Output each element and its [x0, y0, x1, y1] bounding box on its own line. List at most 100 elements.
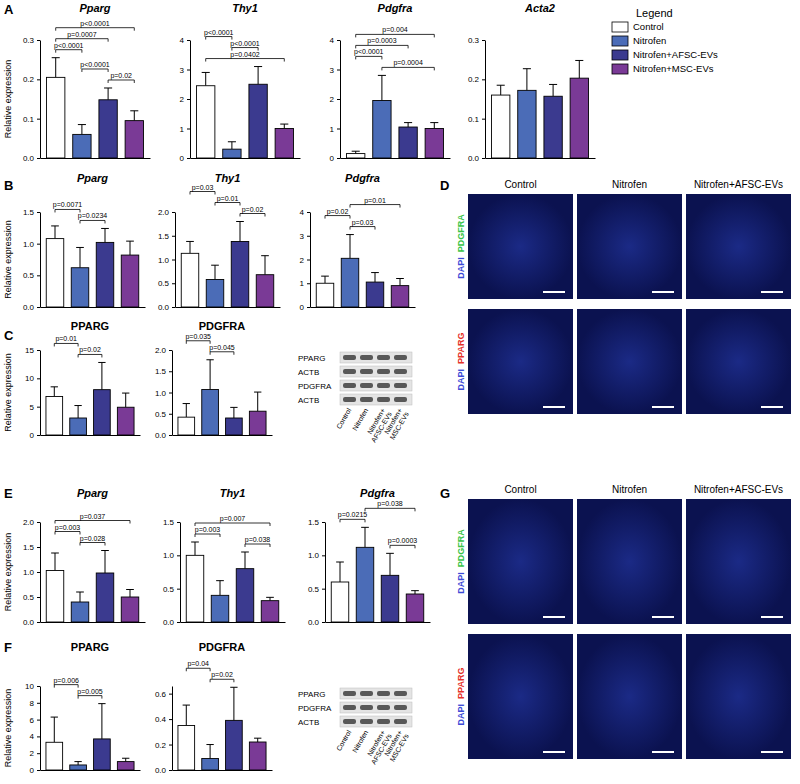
- blot-strip: [340, 702, 412, 713]
- panel-label: C: [4, 328, 14, 343]
- bar: [206, 279, 224, 307]
- chart-title: PPARG: [71, 641, 109, 653]
- error-bar-stem: [80, 592, 81, 602]
- bar: [117, 407, 134, 435]
- y-tick-mark: [37, 720, 40, 721]
- blot-strip: [340, 380, 412, 391]
- y-tick-label: 0.5: [23, 271, 35, 280]
- error-bar-cap: [104, 87, 112, 88]
- error-bar: [280, 124, 288, 128]
- bar: [231, 241, 249, 307]
- y-tick-mark: [187, 129, 190, 130]
- y-tick-mark: [177, 589, 180, 590]
- blot-band: [360, 719, 373, 724]
- blot-band: [377, 397, 390, 402]
- error-bar-stem: [101, 362, 102, 389]
- image-row-label: DAPIPPARG: [456, 333, 466, 391]
- y-tick: 4: [30, 732, 40, 741]
- y-tick: 4: [300, 208, 310, 217]
- error-bar: [122, 393, 129, 407]
- error-bar-cap: [122, 393, 129, 394]
- annotations: p=0.0004p<0.0001p=0.0003p=0.004: [354, 26, 434, 70]
- blot-band: [394, 369, 407, 374]
- y-tick-mark: [37, 736, 40, 737]
- significance-label: p=0.02: [110, 72, 132, 80]
- error-bar: [386, 553, 394, 575]
- scale-bar: [543, 291, 565, 293]
- stain-label: PDGFRA: [456, 529, 466, 568]
- y-tick: 0.5: [163, 585, 180, 594]
- y-tick: 3: [300, 232, 310, 241]
- y-tick-mark: [322, 589, 325, 590]
- y-tick-label: 0: [330, 154, 335, 163]
- counterstain-label: DAPI: [456, 257, 466, 279]
- plot-area: [492, 60, 589, 158]
- panel-label: F: [4, 640, 12, 655]
- blot-band: [360, 705, 373, 710]
- scale-bar: [761, 751, 783, 753]
- error-bar-stem: [190, 241, 191, 253]
- y-tick-mark: [187, 40, 190, 41]
- y-tick: 2: [30, 749, 40, 758]
- blot-lane-label: Nitrofen: [351, 729, 369, 754]
- y-tick-mark: [482, 79, 485, 80]
- error-bar-cap: [254, 66, 262, 67]
- significance-label: p=0.01: [55, 335, 77, 343]
- bar: [249, 411, 266, 435]
- y-tick-label: 2: [300, 256, 305, 265]
- y-tick-label: 0.6: [155, 690, 167, 699]
- error-bar-stem: [125, 758, 126, 761]
- error-bar-stem: [134, 111, 135, 121]
- scale-bar: [652, 616, 674, 618]
- bar: [202, 759, 219, 770]
- error-bar-cap: [186, 241, 194, 242]
- blot-band: [377, 719, 390, 724]
- y-tick: 0.2: [468, 75, 485, 84]
- error-bar-cap: [411, 590, 419, 591]
- legend-label: Nitrofen+MSC-EVs: [633, 63, 714, 74]
- error-bar-stem: [231, 142, 232, 149]
- y-tick: 10: [25, 374, 40, 383]
- x-axis-line: [41, 622, 146, 623]
- error-bar-cap: [549, 84, 557, 85]
- y-tick: 1.5: [308, 518, 325, 527]
- legend-label: Nitrofen+AFSC-EVs: [633, 49, 718, 60]
- error-bar: [130, 111, 138, 121]
- error-bar-cap: [254, 392, 261, 393]
- significance-bracket: [54, 685, 78, 688]
- bar: [46, 396, 63, 435]
- annotations: p=0.005p=0.006: [53, 677, 102, 699]
- panel-label: G: [440, 486, 450, 501]
- error-bar: [211, 265, 219, 279]
- legend-swatch: [612, 50, 628, 60]
- error-bar: [228, 142, 236, 149]
- bar: [46, 571, 64, 623]
- error-bar-cap: [371, 272, 379, 273]
- scale-bar: [652, 291, 674, 293]
- error-bar: [236, 222, 244, 242]
- blot-lane-label: Nitrofen+MSC-EVs: [382, 407, 410, 441]
- bar: [121, 255, 139, 307]
- y-tick: 10: [25, 682, 40, 691]
- annotations: p=0.02p<0.0001p<0.0001p=0.0007p<0.0001: [54, 20, 134, 83]
- significance-label: p=0.02: [242, 206, 264, 214]
- y-tick-mark: [37, 407, 40, 408]
- y-tick-label: 0.0: [158, 303, 170, 312]
- x-axis-line: [41, 435, 141, 436]
- blot-band: [343, 383, 356, 388]
- significance-bracket: [80, 220, 105, 223]
- error-bar: [206, 360, 213, 390]
- chart: 0.00.51.01.52.0p=0.028p=0.003p=0.037Ppar…: [3, 487, 146, 627]
- y-tick-mark: [37, 79, 40, 80]
- significance-bracket: [325, 216, 350, 219]
- chart: 0.00.10.20.3p=0.02p<0.0001p<0.0001p=0.00…: [3, 2, 151, 163]
- error-bar: [346, 235, 354, 259]
- significance-label: p=0.003: [195, 526, 221, 534]
- y-tick-label: 0: [300, 303, 305, 312]
- error-bar-stem: [325, 276, 326, 283]
- y-axis: 01234: [300, 208, 311, 312]
- y-tick-mark: [169, 745, 172, 746]
- error-bar-cap: [241, 552, 249, 553]
- bar: [94, 390, 111, 435]
- significance-label: p=0.03: [352, 219, 374, 227]
